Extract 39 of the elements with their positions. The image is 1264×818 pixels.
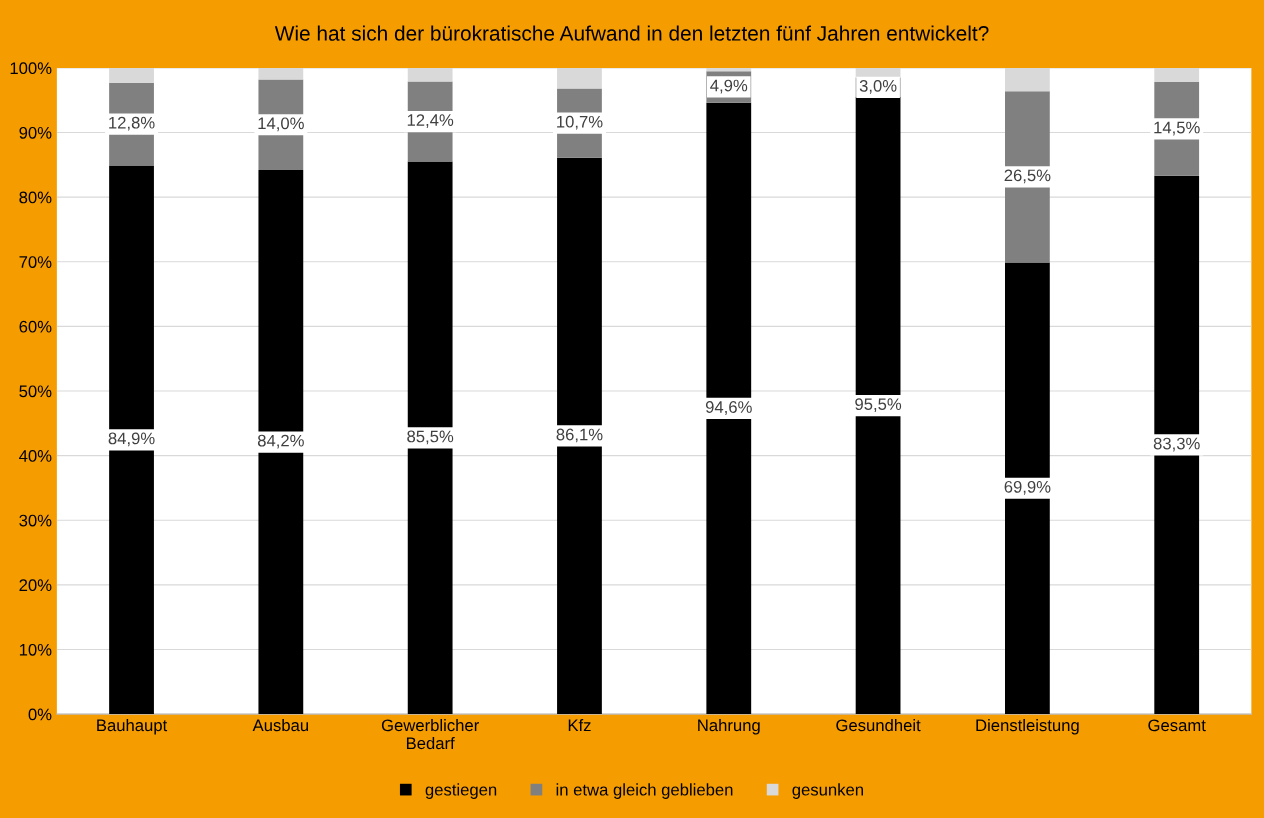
data-label: 12,4%	[407, 114, 454, 128]
data-label: 3,0%	[859, 79, 897, 94]
legend-label: gesunken	[792, 783, 863, 799]
y-tick-label: 30%	[19, 514, 52, 527]
x-tick-label: Gewerblicher Bedarf	[381, 718, 479, 750]
legend-label: gestiegen	[425, 783, 497, 799]
data-label: 12,8%	[109, 116, 155, 131]
y-tick-label: 0%	[28, 708, 52, 721]
y-tick-label: 100%	[10, 62, 52, 75]
data-label: 85,5%	[407, 430, 454, 445]
data-label: 94,6%	[705, 401, 752, 415]
data-label: 84,9%	[108, 432, 155, 447]
y-tick-label: 80%	[19, 191, 52, 204]
data-label: 4,9%	[710, 79, 748, 94]
data-label: 83,3%	[1153, 437, 1200, 452]
y-tick-label: 70%	[19, 256, 52, 268]
data-label: 26,5%	[1004, 169, 1051, 184]
y-tick-label: 40%	[19, 450, 52, 462]
chart-title: Wie hat sich der bürokratische Aufwand in den letzten fünf Jahren entwickelt?	[274, 25, 989, 41]
data-label: 14,0%	[258, 117, 304, 132]
y-tick-label: 10%	[19, 643, 52, 656]
x-tick-label: Kfz	[568, 718, 591, 732]
x-tick-label: Ausbau	[252, 718, 308, 732]
legend-label: in etwa gleich geblieben	[556, 783, 733, 799]
data-label: 14,5%	[1154, 121, 1200, 136]
x-tick-label: Bauhaupt	[97, 718, 168, 735]
data-label: 86,1%	[556, 428, 603, 443]
x-tick-label: Dienstleistung	[976, 718, 1079, 735]
data-label: 10,7%	[557, 115, 603, 130]
data-label: 69,9%	[1004, 480, 1051, 495]
y-tick-label: 20%	[19, 579, 52, 592]
data-label: 95,5%	[855, 398, 902, 412]
x-tick-label: Gesamt	[1148, 719, 1206, 732]
y-tick-label: 90%	[19, 126, 52, 139]
x-tick-label: Nahrung	[698, 718, 760, 735]
y-tick-label: 50%	[19, 385, 52, 398]
x-tick-label: Gesundheit	[836, 718, 921, 732]
y-tick-label: 60%	[19, 320, 52, 333]
data-label: 84,2%	[257, 434, 304, 449]
